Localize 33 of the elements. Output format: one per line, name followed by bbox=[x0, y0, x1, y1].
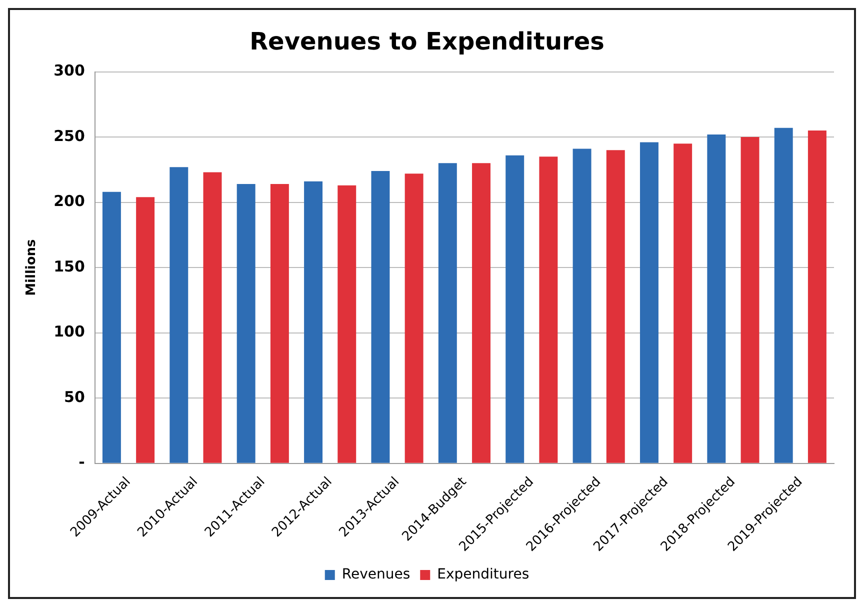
bar bbox=[270, 184, 289, 463]
bar bbox=[371, 170, 390, 463]
bar bbox=[170, 167, 188, 463]
bar bbox=[707, 134, 726, 463]
y-tick-label: 200 bbox=[54, 192, 85, 210]
bar bbox=[304, 181, 323, 463]
bar bbox=[136, 197, 155, 463]
y-axis-title: Millions bbox=[24, 238, 40, 296]
chart-title: Revenues to Expenditures bbox=[250, 28, 604, 56]
legend-label: Revenues bbox=[342, 566, 410, 583]
bar bbox=[236, 184, 256, 463]
y-tick-label: 300 bbox=[54, 62, 85, 80]
y-tick-label: 250 bbox=[54, 126, 85, 145]
bar bbox=[774, 128, 793, 463]
bar bbox=[102, 192, 121, 463]
legend-label: Expenditures bbox=[437, 566, 530, 583]
y-tick-label: - bbox=[78, 453, 85, 472]
bar bbox=[404, 174, 424, 463]
bar bbox=[606, 150, 625, 463]
bar bbox=[808, 130, 826, 463]
bar bbox=[438, 163, 457, 463]
bar bbox=[338, 185, 356, 463]
bar bbox=[572, 148, 592, 463]
bar bbox=[674, 144, 692, 463]
bar bbox=[740, 137, 760, 463]
y-tick-label: 150 bbox=[54, 257, 85, 276]
bar bbox=[539, 156, 558, 463]
y-tick-label: 100 bbox=[54, 322, 85, 341]
y-tick-label: 50 bbox=[64, 388, 85, 406]
bar bbox=[640, 142, 658, 463]
bar bbox=[472, 163, 490, 463]
bar bbox=[203, 172, 222, 463]
bar bbox=[506, 155, 524, 463]
